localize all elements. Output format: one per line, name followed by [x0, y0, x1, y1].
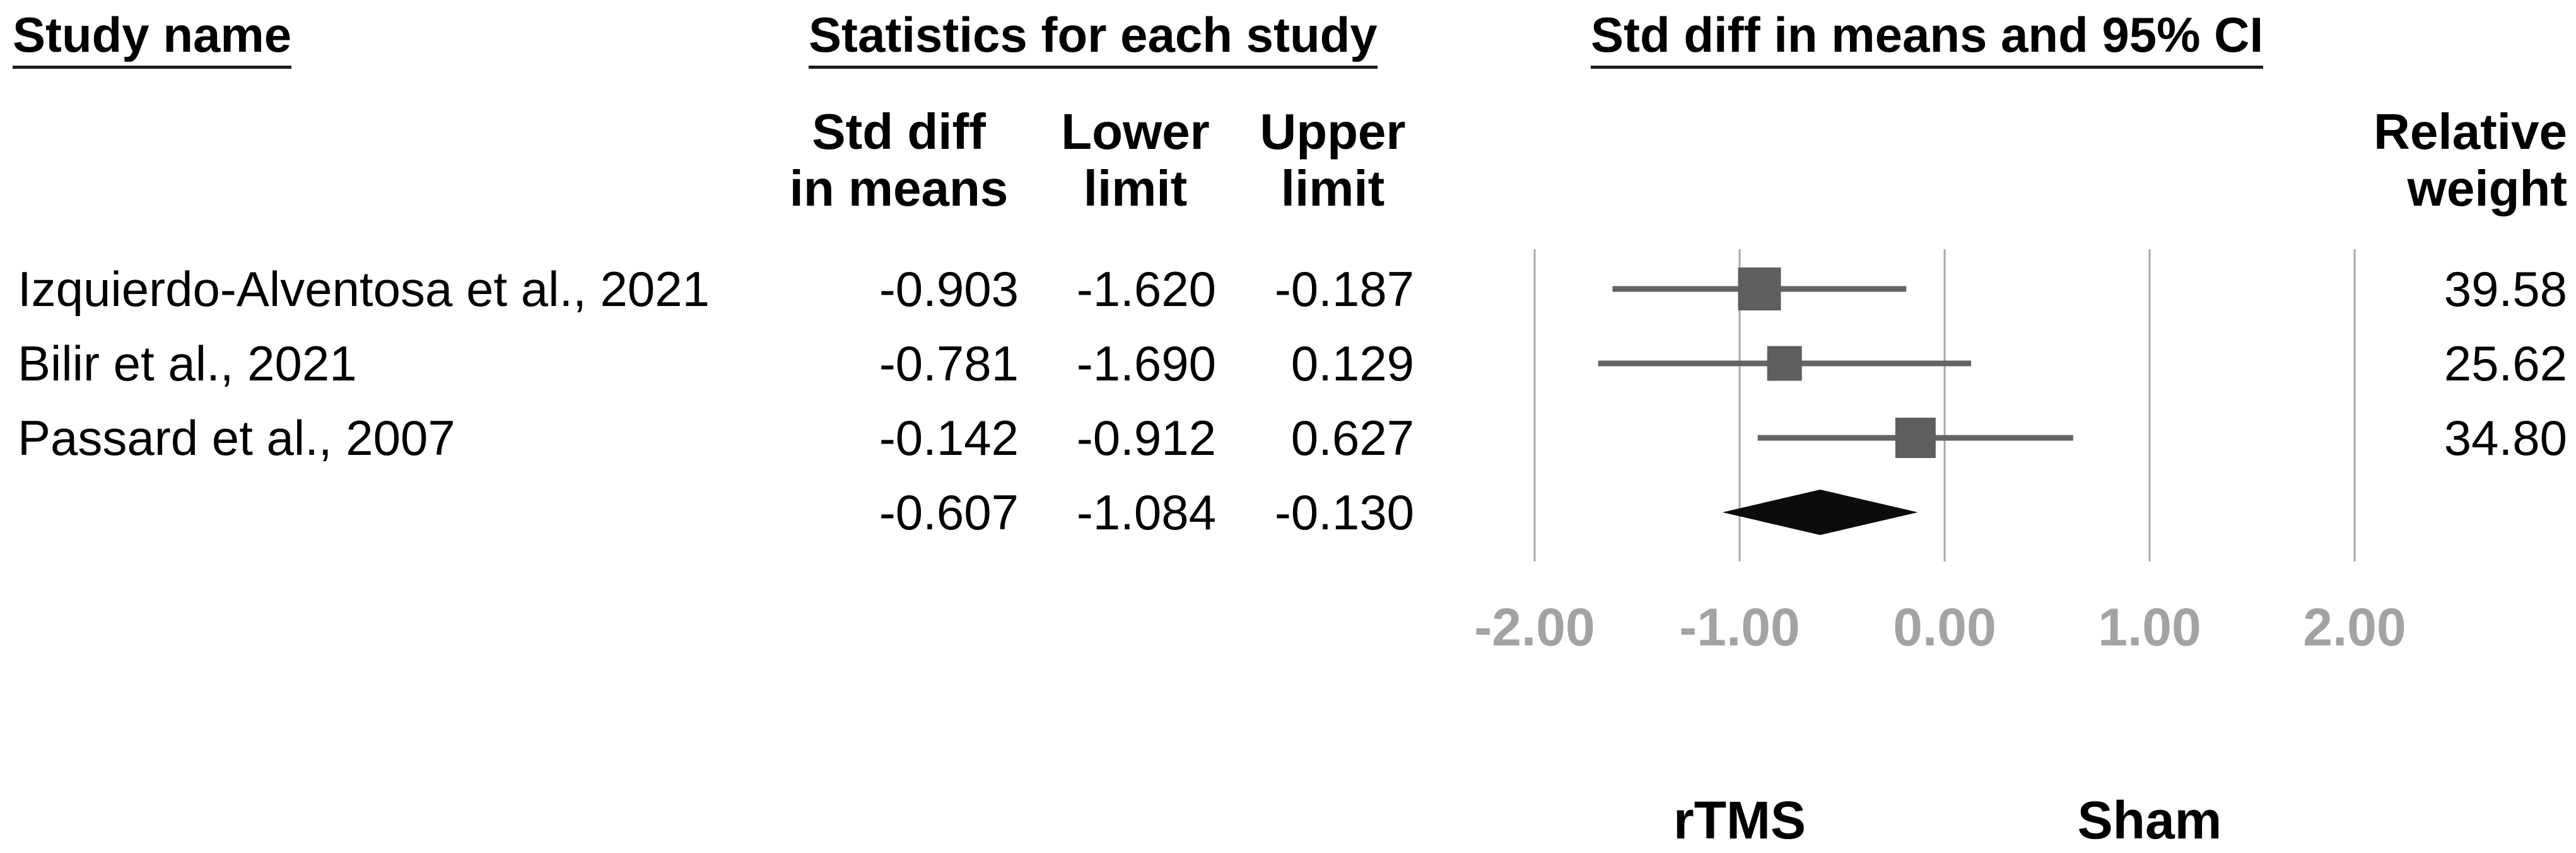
column-header-relative-weight: Relative weight — [2374, 103, 2567, 217]
header-statistics: Statistics for each study — [809, 10, 1378, 69]
effect-marker — [1895, 418, 1936, 458]
stat-value: -1.690 — [1076, 336, 1216, 391]
summary-stat-value: -1.084 — [1076, 485, 1216, 540]
relative-weight-value: 39.58 — [2444, 261, 2567, 317]
summary-diamond — [1722, 490, 1918, 535]
summary-stat-value: -0.607 — [879, 485, 1019, 540]
axis-tick-label: -2.00 — [1474, 597, 1595, 657]
stat-value: -1.620 — [1076, 261, 1216, 317]
favours-right-label: Sham — [2077, 791, 2222, 850]
stat-value: -0.903 — [879, 261, 1019, 317]
summary-stat-value: -0.130 — [1274, 485, 1414, 540]
header-study-name: Study name — [13, 10, 292, 69]
axis-tick-label: -1.00 — [1679, 597, 1800, 657]
axis-tick-label: 1.00 — [2098, 597, 2201, 657]
header-plot-title: Std diff in means and 95% CI — [1591, 10, 2264, 69]
favours-left-label: rTMS — [1673, 791, 1806, 850]
effect-marker — [1738, 268, 1781, 310]
study-name: Bilir et al., 2021 — [18, 336, 357, 391]
stat-value: -0.781 — [879, 336, 1019, 391]
axis-tick-label: 2.00 — [2303, 597, 2406, 657]
column-header-std-diff: Std diff in means — [789, 103, 1009, 217]
stat-value: 0.627 — [1291, 410, 1414, 466]
effect-marker — [1767, 346, 1802, 381]
relative-weight-value: 34.80 — [2444, 410, 2567, 466]
stat-value: 0.129 — [1291, 336, 1414, 391]
axis-tick-label: 0.00 — [1893, 597, 1996, 657]
study-name: Izquierdo-Alventosa et al., 2021 — [18, 261, 710, 317]
stat-value: -0.187 — [1274, 261, 1414, 317]
column-header-lower-limit: Lower limit — [1061, 103, 1210, 217]
study-name: Passard et al., 2007 — [18, 410, 455, 466]
stat-value: -0.912 — [1076, 410, 1216, 466]
column-header-upper-limit: Upper limit — [1260, 103, 1406, 217]
relative-weight-value: 25.62 — [2444, 336, 2567, 391]
stat-value: -0.142 — [879, 410, 1019, 466]
